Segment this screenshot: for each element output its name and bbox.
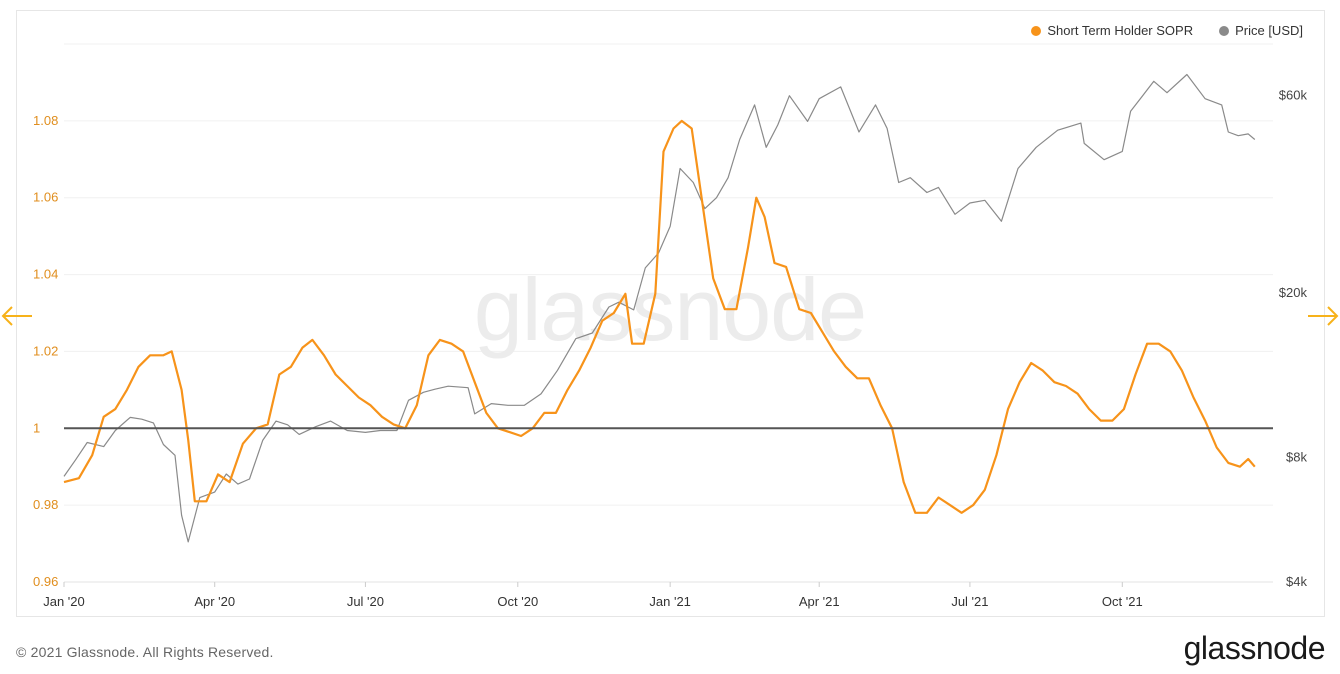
x-axis-tick-label: Apr '20: [194, 594, 235, 609]
x-axis-tick-label: Oct '21: [1102, 594, 1143, 609]
scroll-left-arrow-icon[interactable]: [0, 303, 34, 329]
legend-label-sopr: Short Term Holder SOPR: [1047, 23, 1194, 38]
left-axis-tick-label: 1: [33, 420, 40, 435]
legend-item-price[interactable]: Price [USD]: [1219, 23, 1303, 38]
legend-item-sopr[interactable]: Short Term Holder SOPR: [1031, 23, 1193, 38]
legend-label-price: Price [USD]: [1235, 23, 1303, 38]
left-axis-tick-label: 1.04: [33, 267, 58, 282]
price-legend-dot-icon: [1219, 25, 1230, 36]
right-axis-tick-label: $20k: [1279, 285, 1308, 300]
copyright-text: © 2021 Glassnode. All Rights Reserved.: [16, 644, 274, 660]
left-axis-tick-label: 1.02: [33, 343, 58, 358]
chart-legend: Short Term Holder SOPR Price [USD]: [1031, 23, 1303, 38]
watermark-text: glassnode: [474, 260, 866, 359]
chart-frame: [16, 10, 1325, 617]
left-axis-tick-label: 1.08: [33, 113, 58, 128]
glassnode-logo[interactable]: glassnode: [1183, 630, 1326, 666]
left-axis-tick-label: 0.96: [33, 574, 58, 589]
x-axis-tick-label: Jul '21: [951, 594, 988, 609]
x-axis-tick-label: Jan '20: [43, 594, 85, 609]
right-axis-tick-label: $8k: [1286, 450, 1307, 465]
x-axis-tick-label: Jan '21: [649, 594, 691, 609]
scroll-right-arrow-icon[interactable]: [1306, 303, 1340, 329]
left-axis-tick-label: 1.06: [33, 190, 58, 205]
x-axis-tick-label: Jul '20: [347, 594, 384, 609]
x-axis-tick-label: Apr '21: [799, 594, 840, 609]
sopr-series-line: [63, 119, 1256, 514]
sopr-legend-dot-icon: [1031, 25, 1042, 36]
right-axis-tick-label: $4k: [1286, 574, 1307, 589]
right-axis-tick-label: $60k: [1279, 88, 1308, 103]
left-axis-tick-label: 0.98: [33, 497, 58, 512]
x-axis-tick-label: Oct '20: [497, 594, 538, 609]
